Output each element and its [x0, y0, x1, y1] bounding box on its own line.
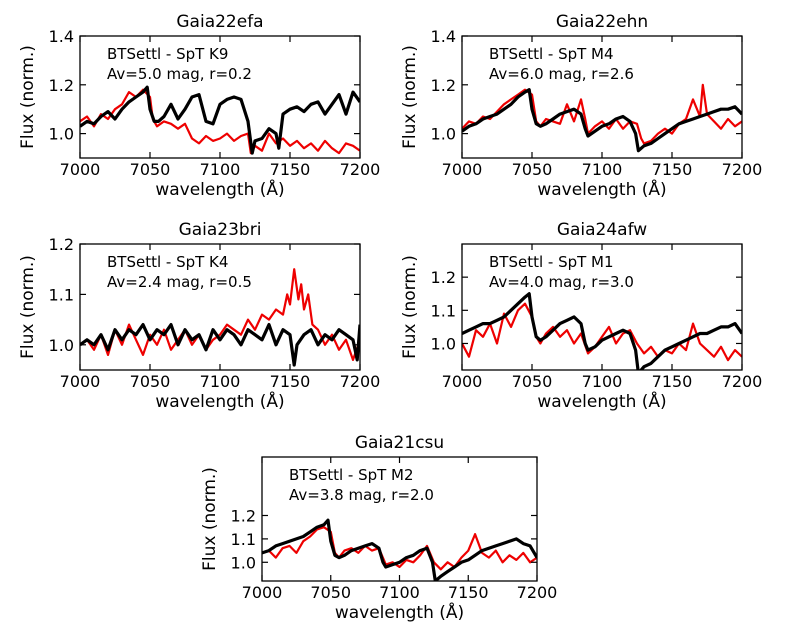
model-annotation: Av=6.0 mag, r=2.6 — [489, 65, 634, 83]
y-tick-label: 1.0 — [431, 334, 456, 353]
x-tick-label: 7100 — [200, 372, 241, 391]
x-tick-label: 7100 — [200, 160, 241, 179]
x-tick-label: 7150 — [448, 583, 489, 602]
x-axis-label: wavelength (Å) — [335, 601, 464, 623]
panel-title: Gaia22ehn — [556, 12, 648, 32]
x-tick-label: 7050 — [130, 372, 171, 391]
y-axis-label: Flux (norm.) — [18, 45, 38, 149]
y-axis-label: Flux (norm.) — [200, 467, 220, 571]
x-tick-label: 7150 — [652, 372, 693, 391]
x-tick-label: 7000 — [442, 160, 483, 179]
x-tick-label: 7000 — [60, 160, 101, 179]
x-tick-label: 7200 — [340, 160, 381, 179]
x-tick-label: 7100 — [582, 160, 623, 179]
y-axis-label: Flux (norm.) — [400, 45, 420, 149]
panel-4: 7000 7050 7100 7150 7200 1.0 1.1 1.2 Gaia21csu BT… — [200, 433, 557, 623]
x-tick-label: 7050 — [512, 372, 553, 391]
x-axis-label: wavelength (Å) — [155, 178, 284, 200]
series-model-line — [80, 323, 360, 367]
y-tick-label: 1.2 — [431, 76, 456, 95]
series-model-line — [462, 292, 742, 370]
x-tick-label: 7050 — [512, 160, 553, 179]
panel-title: Gaia21csu — [355, 433, 444, 453]
y-tick-label: 1.4 — [431, 27, 456, 46]
x-axis-label: wavelength (Å) — [155, 390, 284, 412]
model-annotation: Av=2.4 mag, r=0.5 — [107, 273, 252, 291]
model-annotation: BTSettl - SpT M2 — [289, 466, 414, 484]
series-model-line — [462, 88, 742, 153]
y-tick-label: 1.1 — [431, 301, 456, 320]
x-axis-label: wavelength (Å) — [537, 178, 666, 200]
x-tick-label: 7200 — [517, 583, 558, 602]
x-tick-label: 7000 — [242, 583, 283, 602]
series-model-line — [262, 518, 537, 581]
y-tick-label: 1.1 — [231, 530, 256, 549]
model-annotation: Av=4.0 mag, r=3.0 — [489, 273, 634, 291]
x-tick-label: 7200 — [722, 372, 763, 391]
panel-3: 7000 7050 7100 7150 7200 1.0 1.1 1.2 Gaia24afw BT… — [400, 220, 762, 412]
y-tick-label: 1.2 — [49, 235, 74, 254]
y-tick-label: 1.0 — [49, 336, 74, 355]
y-tick-label: 1.2 — [431, 268, 456, 287]
model-annotation: BTSettl - SpT K4 — [107, 253, 228, 271]
model-annotation: BTSettl - SpT K9 — [107, 45, 228, 63]
y-axis-label: Flux (norm.) — [400, 255, 420, 359]
series-observed-line — [80, 88, 360, 155]
panel-title: Gaia22efa — [176, 12, 263, 32]
model-annotation: BTSettl - SpT M1 — [489, 253, 614, 271]
y-tick-label: 1.1 — [49, 285, 74, 304]
y-tick-label: 1.2 — [49, 76, 74, 95]
x-tick-label: 7000 — [442, 372, 483, 391]
panel-2: 7000 7050 7100 7150 7200 1.0 1.1 1.2 Gaia23bri BT… — [18, 220, 380, 412]
x-tick-label: 7150 — [652, 160, 693, 179]
model-annotation: Av=3.8 mag, r=2.0 — [289, 486, 434, 504]
x-tick-label: 7000 — [60, 372, 101, 391]
series-observed-line — [462, 83, 742, 145]
x-tick-label: 7100 — [582, 372, 623, 391]
y-tick-label: 1.4 — [49, 27, 74, 46]
series-model-line — [80, 85, 360, 155]
model-annotation: Av=5.0 mag, r=0.2 — [107, 65, 252, 83]
x-tick-label: 7200 — [722, 160, 763, 179]
x-tick-label: 7100 — [379, 583, 420, 602]
x-tick-label: 7150 — [270, 160, 311, 179]
x-tick-label: 7050 — [130, 160, 171, 179]
panel-title: Gaia24afw — [557, 220, 647, 240]
y-tick-label: 1.0 — [431, 125, 456, 144]
x-tick-label: 7050 — [310, 583, 351, 602]
panel-title: Gaia23bri — [179, 220, 262, 240]
x-tick-label: 7200 — [340, 372, 381, 391]
y-tick-label: 1.2 — [231, 506, 256, 525]
y-axis-label: Flux (norm.) — [18, 255, 38, 359]
x-tick-label: 7150 — [270, 372, 311, 391]
y-tick-label: 1.0 — [231, 553, 256, 572]
x-axis-label: wavelength (Å) — [537, 390, 666, 412]
model-annotation: BTSettl - SpT M4 — [489, 45, 614, 63]
y-tick-label: 1.0 — [49, 125, 74, 144]
panel-0: 7000 7050 7100 7150 7200 1.0 1.2 1.4 Gaia22efa BT… — [18, 12, 380, 200]
panel-1: 7000 7050 7100 7150 7200 1.0 1.2 1.4 Gaia22ehn BT… — [400, 12, 762, 200]
